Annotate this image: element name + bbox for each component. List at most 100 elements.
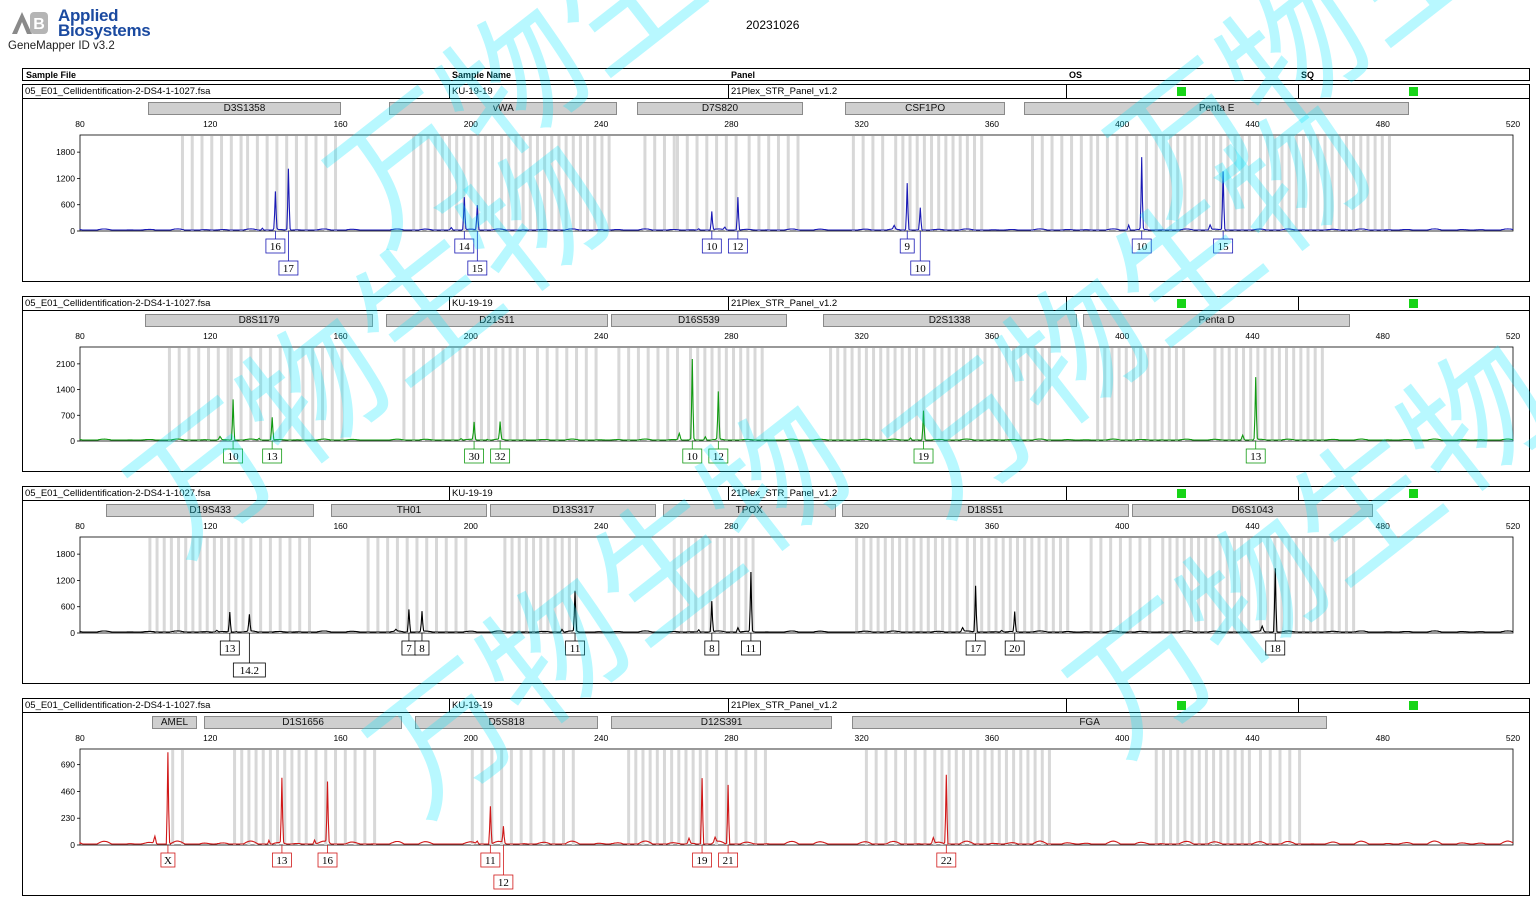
allele-bin [524,538,528,633]
allele-call-box[interactable] [262,448,283,464]
allele-bin [1301,136,1305,231]
allele-call-box[interactable] [727,238,748,254]
allele-call-box[interactable] [278,260,299,276]
allele-call-label: 20 [1009,643,1021,655]
marker-bar-amel[interactable]: AMEL [151,716,198,729]
allele-call-box[interactable] [454,238,475,254]
marker-bar-d3s1358[interactable]: D3S1358 [148,102,341,115]
allele-bin [1197,136,1201,231]
allele-call-box[interactable] [692,852,712,868]
allele-call-box[interactable] [1265,640,1286,656]
allele-bin [297,750,301,845]
marker-bar-d8s1179[interactable]: D8S1179 [145,314,374,327]
allele-bin [646,348,650,441]
allele-call-box[interactable] [913,448,934,464]
allele-bin [535,348,539,441]
allele-call-box[interactable] [1213,238,1234,254]
allele-call-box[interactable] [565,640,585,656]
allele-call-box[interactable] [704,640,720,656]
allele-bin [187,348,191,441]
allele-call-label: 7 [406,643,412,655]
allele-bin [1287,136,1291,231]
allele-bin [724,750,728,845]
allele-call-box[interactable] [493,874,514,890]
allele-call-box[interactable] [1004,640,1025,656]
os-status-flag[interactable] [1177,701,1186,710]
os-status-flag[interactable] [1177,299,1186,308]
allele-bin [448,136,452,231]
marker-bar-d2s1338[interactable]: D2S1338 [822,314,1077,327]
allele-bin [908,136,912,231]
allele-call-box[interactable] [910,260,931,276]
allele-bin [1258,538,1262,633]
marker-bar-tpox[interactable]: TPOX [662,504,836,517]
marker-bar-fga[interactable]: FGA [851,716,1328,729]
marker-bar-d19s433[interactable]: D19S433 [106,504,315,517]
allele-call-box[interactable] [899,238,915,254]
allele-call-box[interactable] [317,852,338,868]
allele-bin [500,750,504,845]
allele-bin [363,750,367,845]
allele-call-box[interactable] [708,448,729,464]
sq-status-flag[interactable] [1409,87,1418,96]
marker-bar-d16s539[interactable]: D16S539 [610,314,787,327]
allele-bin [229,136,233,231]
allele-bin [1226,136,1230,231]
allele-call-box[interactable] [965,640,986,656]
signal-trace [79,157,1514,231]
allele-call-box[interactable] [701,238,722,254]
allele-bin [689,348,693,441]
sq-status-flag[interactable] [1409,489,1418,498]
marker-bar-th01[interactable]: TH01 [330,504,488,517]
sq-status-flag[interactable] [1409,299,1418,308]
allele-call-box[interactable] [223,448,243,464]
marker-bar-d6s1043[interactable]: D6S1043 [1131,504,1373,517]
allele-bin [276,750,280,845]
x-tick-label: 240 [594,733,608,743]
allele-bin [965,136,969,231]
allele-call-box[interactable] [272,852,292,868]
marker-bar-d5s818[interactable]: D5S818 [415,716,598,729]
allele-call-box[interactable] [414,640,430,656]
allele-bin [514,136,518,231]
allele-bin [386,538,390,633]
allele-call-label: 10 [706,241,718,253]
allele-call-box[interactable] [1131,238,1152,254]
allele-bin [737,538,741,633]
allele-call-box[interactable] [480,852,501,868]
column-divider [1066,85,1067,98]
os-status-flag[interactable] [1177,489,1186,498]
marker-bar-d1s1656[interactable]: D1S1656 [203,716,403,729]
allele-bin [990,750,994,845]
allele-call-box[interactable] [265,238,286,254]
marker-bar-d7s820[interactable]: D7S820 [636,102,803,115]
allele-bin [200,136,204,231]
allele-call-box[interactable] [490,448,511,464]
allele-bin [1125,136,1129,231]
allele-call-box[interactable] [1245,448,1266,464]
marker-bar-d12s391[interactable]: D12S391 [610,716,833,729]
allele-bin [732,348,736,441]
allele-bin [796,136,800,231]
allele-call-box[interactable] [232,662,266,678]
allele-bin [1176,136,1180,231]
marker-bar-d18s51[interactable]: D18S51 [842,504,1129,517]
marker-bar-penta-e[interactable]: Penta E [1024,102,1409,115]
os-status-flag[interactable] [1177,87,1186,96]
marker-bar-d21s11[interactable]: D21S11 [386,314,608,327]
allele-call-box[interactable] [219,640,240,656]
allele-call-box[interactable] [741,640,761,656]
sq-status-flag[interactable] [1409,701,1418,710]
marker-bar-penta-d[interactable]: Penta D [1083,314,1351,327]
allele-call-box[interactable] [160,852,176,868]
marker-bar-d13s317[interactable]: D13S317 [490,504,657,517]
signal-trace [79,752,1514,845]
allele-call-box[interactable] [464,448,484,464]
marker-bar-vwa[interactable]: vWA [389,102,618,115]
marker-bar-csf1po[interactable]: CSF1PO [845,102,1005,115]
allele-call-box[interactable] [718,852,739,868]
allele-call-box[interactable] [682,448,703,464]
allele-bin [1313,348,1317,441]
allele-call-box[interactable] [936,852,957,868]
allele-call-box[interactable] [467,260,488,276]
